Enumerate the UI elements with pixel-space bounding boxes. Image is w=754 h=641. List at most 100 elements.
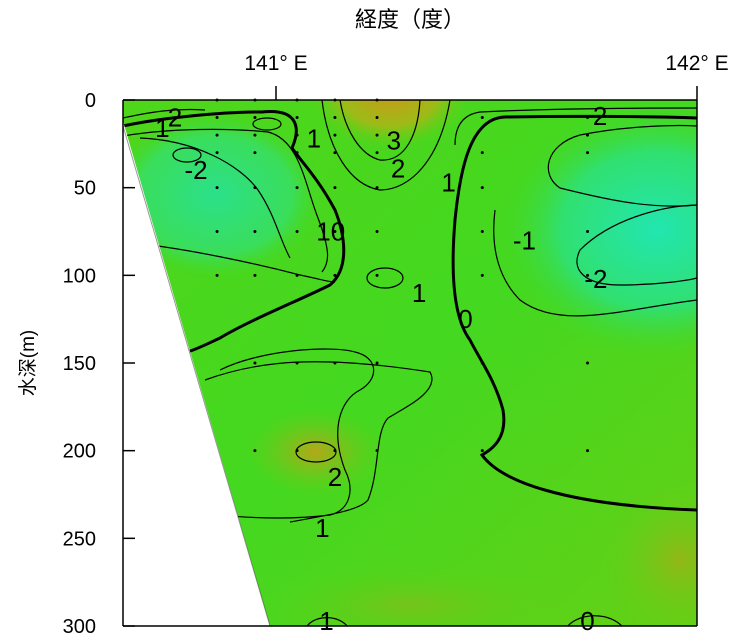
- contour-label: 10: [316, 217, 345, 247]
- x-tick-label: 141° E: [244, 52, 307, 75]
- station-point: [253, 98, 257, 102]
- contour-line: [123, 128, 329, 273]
- station-point: [295, 230, 299, 233]
- station-point: [253, 151, 257, 155]
- slope-edge: [122, 125, 271, 627]
- y-tick-label: 50: [74, 178, 96, 200]
- station-point: [333, 273, 337, 277]
- contour-zero-left: [123, 110, 346, 354]
- contour-label: 2: [593, 101, 607, 131]
- station-point: [333, 116, 337, 120]
- station-point: [586, 273, 590, 277]
- station-point: [375, 133, 379, 137]
- y-axis-title: 水深(m): [17, 330, 39, 396]
- y-tick-label: 100: [63, 265, 96, 287]
- y-tick-label: 300: [63, 616, 96, 638]
- contour-line: [172, 147, 202, 163]
- station-point: [480, 230, 484, 233]
- station-point: [375, 361, 379, 365]
- y-ticks: 0 50 100 150 200 250 300: [63, 90, 135, 638]
- station-point: [295, 273, 299, 277]
- station-point: [215, 230, 219, 233]
- station-point: [333, 449, 337, 453]
- station-point: [253, 186, 257, 190]
- station-point: [295, 151, 299, 155]
- contour-line: [547, 124, 697, 207]
- contour-line: [339, 100, 421, 161]
- contour-label: -2: [584, 264, 607, 294]
- station-point: [295, 186, 299, 190]
- contour-line: [454, 107, 697, 146]
- station-point: [586, 151, 590, 155]
- station-point: [295, 133, 299, 137]
- x-axis-title: 経度（度）: [355, 7, 465, 32]
- station-point: [215, 116, 219, 120]
- contour-line: [295, 441, 337, 463]
- contour-label: -1: [513, 225, 536, 255]
- contour-line: [204, 361, 433, 523]
- contour-label: 1: [155, 113, 169, 143]
- contour-label: -2: [184, 155, 207, 185]
- contour-line: [321, 100, 451, 191]
- contour-label: 1: [307, 124, 321, 154]
- y-tick-label: 200: [63, 441, 96, 463]
- station-point: [215, 151, 219, 155]
- contour-label: 2: [168, 103, 182, 133]
- station-point: [215, 273, 219, 277]
- contour-label: 1: [319, 606, 333, 636]
- station-point: [375, 116, 379, 120]
- station-point: [253, 449, 257, 453]
- contour-label: 0: [458, 304, 472, 334]
- station-point: [480, 361, 484, 365]
- contour-line: [149, 244, 336, 283]
- station-point: [586, 449, 590, 453]
- contour-label: 1: [315, 513, 329, 543]
- station-point: [215, 133, 219, 137]
- contour-line: [493, 209, 697, 317]
- station-point: [480, 151, 484, 155]
- contour-line: [576, 204, 697, 286]
- station-point: [586, 133, 590, 137]
- contour-line: [217, 348, 375, 519]
- station-point: [375, 151, 379, 155]
- station-point: [375, 230, 379, 233]
- contour-label: 2: [328, 462, 342, 492]
- station-point: [375, 273, 379, 277]
- station-point: [295, 449, 299, 453]
- y-tick-label: 0: [85, 90, 96, 112]
- station-point: [253, 133, 257, 137]
- station-dots: [215, 98, 590, 453]
- station-point: [215, 186, 219, 190]
- contour-label: 3: [387, 125, 401, 155]
- contour-line: [366, 267, 404, 289]
- station-point: [253, 230, 257, 233]
- station-point: [586, 361, 590, 365]
- contour-line: [564, 615, 626, 626]
- station-point: [253, 273, 257, 277]
- station-point: [215, 98, 219, 102]
- station-point: [480, 273, 484, 277]
- contour-label: 1: [441, 167, 455, 197]
- station-point: [586, 116, 590, 120]
- station-point: [333, 133, 337, 137]
- contour-label: 1: [412, 278, 426, 308]
- contour-line: [252, 117, 282, 131]
- station-point: [333, 151, 337, 155]
- contour-label: 2: [391, 153, 405, 183]
- station-point: [375, 449, 379, 453]
- station-point: [480, 186, 484, 190]
- y-tick-label: 250: [63, 528, 96, 550]
- station-point: [295, 116, 299, 120]
- station-point: [295, 98, 299, 102]
- station-point: [295, 361, 299, 365]
- station-point: [253, 116, 257, 120]
- y-tick-label: 150: [63, 353, 96, 375]
- contour-line: [123, 108, 206, 119]
- station-point: [480, 449, 484, 453]
- station-point: [253, 361, 257, 365]
- station-point: [333, 186, 337, 190]
- station-point: [333, 230, 337, 233]
- station-point: [333, 98, 337, 102]
- contour-zero-right: [451, 114, 697, 512]
